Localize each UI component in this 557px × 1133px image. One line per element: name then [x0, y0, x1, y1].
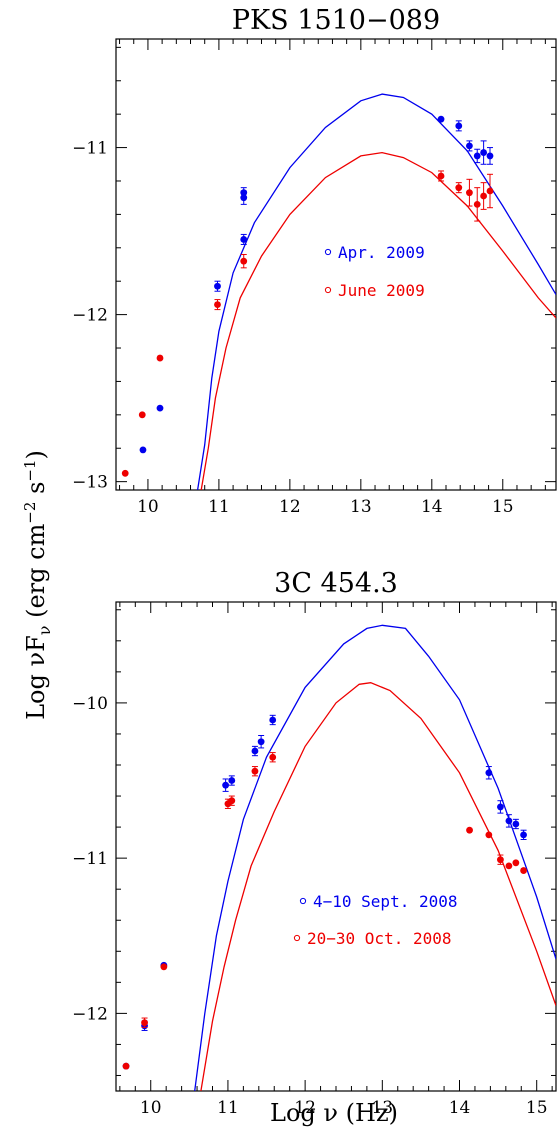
x-tick-label: 13: [371, 1098, 393, 1118]
y-tick-label: −12: [72, 306, 108, 326]
data-point: [512, 820, 520, 828]
x-tick-label: 10: [137, 497, 159, 517]
x-tick-label: 12: [279, 497, 301, 517]
data-point: [240, 236, 248, 243]
data-point: [437, 115, 445, 123]
legend-marker: [293, 934, 301, 942]
data-point: [156, 404, 164, 412]
y-tick-label: −10: [72, 694, 108, 714]
data-point: [473, 152, 481, 160]
data-point: [160, 963, 168, 971]
y-axis-label-rest: (erg cm: [22, 523, 50, 625]
data-point: [138, 411, 146, 419]
x-tick-label: 13: [350, 497, 372, 517]
data-point: [437, 172, 445, 180]
data-point: [240, 257, 248, 265]
data-point: [486, 152, 494, 160]
data-point: [480, 192, 488, 200]
data-point: [512, 859, 520, 867]
data-point: [455, 122, 463, 130]
model-curve-blue: [194, 624, 556, 1091]
legend-label: 20−30 Oct. 2008: [307, 929, 452, 948]
data-point: [222, 781, 230, 789]
y-tick-label: −12: [72, 1004, 108, 1024]
data-point: [466, 826, 473, 834]
data-point: [122, 1062, 130, 1070]
data-point: [141, 1019, 148, 1027]
x-tick-label: 15: [492, 497, 514, 517]
legend-label: 4−10 Sept. 2008: [313, 892, 458, 911]
data-point: [228, 797, 236, 805]
data-point: [520, 867, 527, 874]
y-axis-label-sup1: −2: [21, 502, 39, 524]
x-tick-label: 15: [526, 1098, 548, 1118]
data-point: [228, 777, 236, 784]
panel-pks-1510: PKS 1510−089 10 11 12 13 14 15 −13 −12 −11 Apr. 20…: [72, 5, 557, 517]
data-point: [505, 817, 513, 825]
data-point: [466, 189, 473, 197]
data-point: [269, 716, 277, 724]
data-point: [139, 446, 147, 454]
y-tick-label: −11: [72, 849, 108, 869]
legend-marker: [299, 897, 307, 905]
plot-frame: [115, 38, 557, 491]
data-point: [455, 184, 463, 192]
legend-marker: [324, 286, 332, 294]
data-point: [240, 189, 248, 197]
model-curve-red: [200, 151, 556, 490]
data-point: [485, 769, 493, 777]
data-point: [473, 200, 481, 208]
x-tick-label: 12: [294, 1098, 316, 1118]
y-axis-label-sub: ν: [35, 626, 54, 636]
data-point: [497, 856, 504, 864]
chart-title: 3C 454.3: [274, 568, 398, 599]
y-axis-label-main: Log νF: [22, 635, 50, 720]
x-tick-label: 11: [217, 1098, 239, 1118]
panel-3c-454: 3C 454.3 10 11 12 13 14 15 −12 −11 −10 4−10 Sept. …: [72, 568, 557, 1118]
data-point: [214, 301, 221, 308]
x-axis-label: Log ν (Hz): [270, 1099, 398, 1127]
plot-frame: [115, 601, 557, 1092]
legend-label: June 2009: [338, 281, 425, 300]
y-tick-label: −13: [72, 473, 108, 493]
data-point: [480, 149, 488, 156]
y-axis-label-sup2: −1: [21, 459, 39, 481]
y-axis-label-end: ): [22, 450, 50, 459]
data-point: [251, 747, 259, 755]
model-curve-red: [200, 682, 556, 1091]
chart-title: PKS 1510−089: [232, 5, 440, 36]
x-tick-label: 14: [421, 497, 443, 517]
data-point: [520, 831, 527, 839]
legend-marker: [324, 248, 332, 256]
x-tick-label: 14: [449, 1098, 471, 1118]
data-point: [497, 803, 504, 811]
model-curve-blue: [196, 93, 556, 490]
data-point: [257, 738, 265, 746]
data-point: [485, 831, 493, 839]
data-point: [214, 282, 221, 290]
data-point: [121, 469, 129, 477]
data-point: [269, 753, 277, 761]
data-point: [466, 142, 473, 150]
y-tick-label: −11: [72, 139, 108, 159]
data-point: [486, 187, 494, 195]
y-axis-label-mid: s: [22, 482, 50, 502]
data-point: [505, 862, 513, 870]
x-tick-label: 11: [208, 497, 230, 517]
data-point: [251, 767, 259, 775]
data-point: [156, 354, 164, 362]
legend-label: Apr. 2009: [338, 243, 425, 262]
x-tick-label: 10: [140, 1098, 162, 1118]
y-axis-label: Log νFν (erg cm−2 s−1): [21, 450, 54, 720]
